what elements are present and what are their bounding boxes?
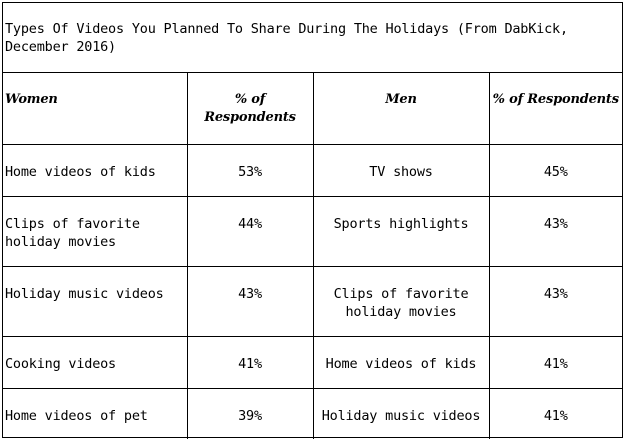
- women-percent: 43%: [187, 266, 314, 337]
- header-men: Men: [313, 73, 490, 145]
- data-table: Women % of Respondents Men % of Responde…: [3, 73, 622, 439]
- women-category: Home videos of pet: [3, 388, 188, 439]
- women-percent: 41%: [187, 336, 314, 389]
- women-category: Home videos of kids: [3, 144, 188, 197]
- header-women-percent: % of Respondents: [187, 73, 314, 145]
- men-category: Clips of favorite holiday movies: [313, 266, 490, 337]
- header-women: Women: [3, 73, 188, 145]
- table-row: Clips of favorite holiday movies 44% Spo…: [3, 196, 622, 267]
- men-category: TV shows: [313, 144, 490, 197]
- table-row: Holiday music videos 43% Clips of favori…: [3, 266, 622, 337]
- table-row: Cooking videos 41% Home videos of kids 4…: [3, 336, 622, 389]
- table-row: Home videos of pet 39% Holiday music vid…: [3, 388, 622, 439]
- men-percent: 41%: [543, 407, 568, 424]
- men-category: Holiday music videos: [313, 388, 490, 439]
- men-percent: 43%: [489, 266, 622, 337]
- women-category: Cooking videos: [3, 336, 188, 389]
- women-category: Holiday music videos: [3, 266, 188, 337]
- women-percent: 39%: [187, 388, 314, 439]
- men-category: Sports highlights: [313, 196, 490, 267]
- header-men-percent: % of Respondents: [489, 73, 622, 145]
- men-category: Home videos of kids: [313, 336, 490, 389]
- header-row: Women % of Respondents Men % of Responde…: [3, 73, 622, 145]
- women-percent: 44%: [187, 196, 314, 267]
- women-percent: 53%: [187, 144, 314, 197]
- men-percent: 41%: [489, 336, 622, 389]
- men-percent: 43%: [489, 196, 622, 267]
- table-row: Home videos of kids 53% TV shows 45%: [3, 144, 622, 197]
- women-category: Clips of favorite holiday movies: [3, 196, 188, 267]
- men-percent: 45%: [489, 144, 622, 197]
- table-title: Types Of Videos You Planned To Share Dur…: [3, 3, 622, 73]
